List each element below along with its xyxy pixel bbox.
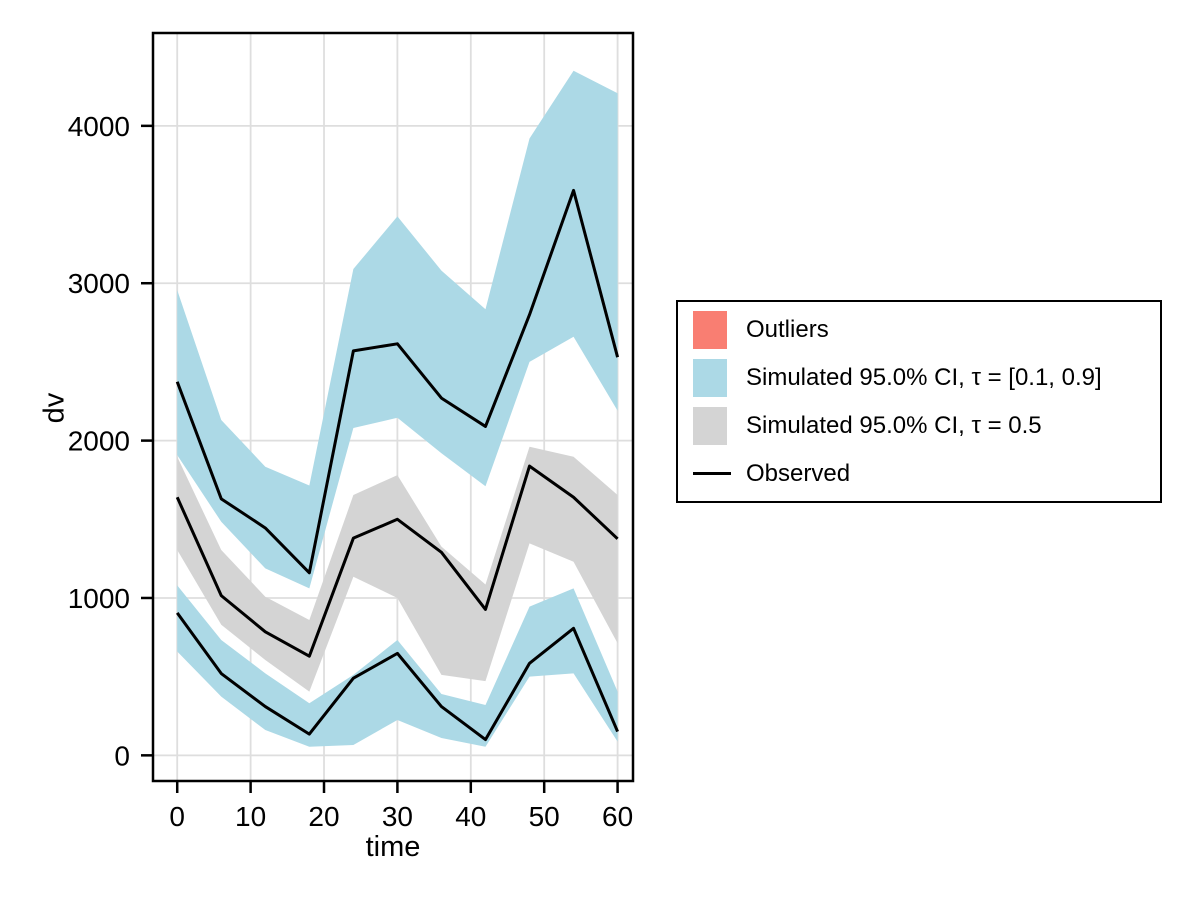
legend-item: Outliers (693, 306, 1160, 354)
x-axis-tick-label: 0 (169, 801, 185, 832)
swatch (693, 472, 731, 475)
y-axis-label: dv (38, 392, 71, 424)
y-axis-tick-label: 4000 (68, 111, 130, 142)
x-axis-tick-label: 20 (308, 801, 339, 832)
legend-item: Simulated 95.0% CI, τ = 0.5 (693, 402, 1160, 450)
swatch (693, 358, 727, 397)
y-axis-tick-label: 1000 (68, 583, 130, 614)
legend-item-label: Simulated 95.0% CI, τ = 0.5 (746, 411, 1042, 439)
x-axis-tick-label: 50 (529, 801, 560, 832)
x-axis-tick-label: 60 (602, 801, 633, 832)
x-axis-label: time (365, 831, 421, 863)
legend-line-swatch-icon (693, 450, 731, 498)
legend-item: Simulated 95.0% CI, τ = [0.1, 0.9] (693, 354, 1160, 402)
legend-color-swatch-icon (693, 354, 731, 402)
band-simulated-ci-tau-0.1-0.9-lower (177, 585, 618, 747)
y-axis-tick-label: 2000 (68, 426, 130, 457)
band-simulated-ci-tau-0.1-0.9-upper (177, 70, 618, 589)
y-axis-tick-label: 0 (114, 740, 130, 771)
x-axis-tick-label: 30 (382, 801, 413, 832)
line-observed-median (175, 464, 619, 658)
legend-item: Observed (693, 450, 1160, 498)
plot-frame (151, 31, 635, 783)
x-axis-tick-label: 40 (455, 801, 486, 832)
legend-item-label: Simulated 95.0% CI, τ = [0.1, 0.9] (746, 363, 1102, 391)
swatch (693, 406, 727, 445)
x-axis-tick-label: 10 (235, 801, 266, 832)
band-simulated-ci-tau-0.5 (177, 446, 618, 692)
swatch (693, 310, 727, 349)
legend-color-swatch-icon (693, 402, 731, 450)
legend-item-label: Outliers (746, 315, 829, 343)
y-axis-tick-label: 3000 (68, 268, 130, 299)
line-observed-upper-percentile (175, 188, 620, 575)
legend-color-swatch-icon (693, 306, 731, 354)
legend-item-label: Observed (746, 459, 851, 487)
line-observed-lower-percentile (176, 612, 619, 742)
legend: Outliers Simulated 95.0% CI, τ = [0.1, 0.… (676, 300, 1162, 503)
